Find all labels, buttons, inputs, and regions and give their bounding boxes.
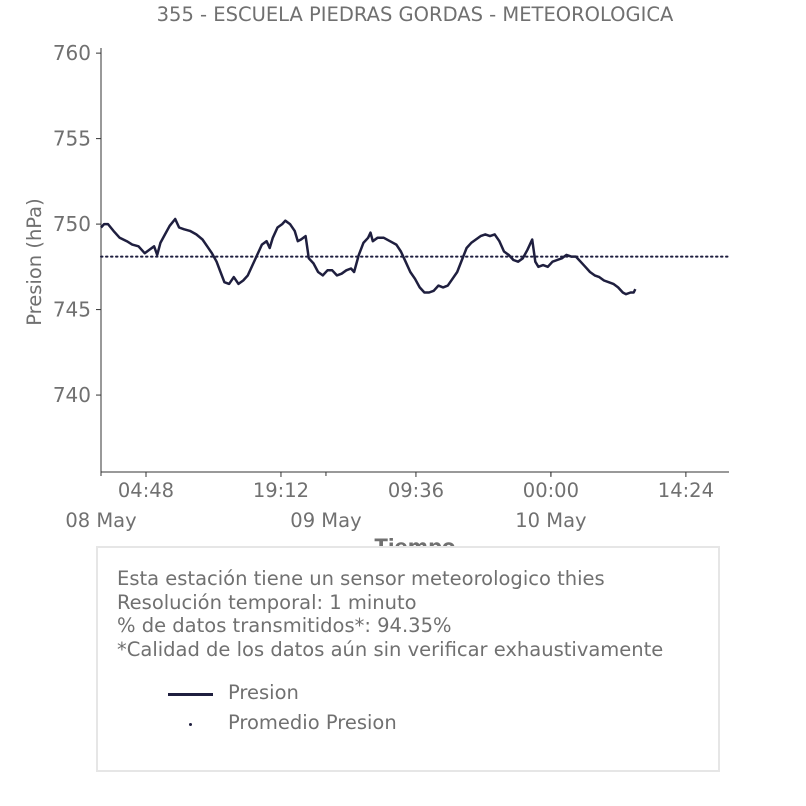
pressure-series-line bbox=[100, 217, 637, 296]
x-tick-label-2: 09:36 bbox=[388, 479, 444, 502]
info-text: Esta estación tiene un sensor meteorolog… bbox=[117, 567, 663, 661]
date-label-0: 08 May bbox=[65, 509, 136, 532]
info-line-transmitted: % de datos transmitidos*: 94.35% bbox=[117, 614, 452, 637]
date-label-2: 10 May bbox=[515, 509, 586, 532]
x-axis-label: Tiempo bbox=[375, 535, 456, 546]
info-line-quality-note: *Calidad de los datos aún sin verificar … bbox=[117, 637, 664, 661]
y-tick-label-740: 740 bbox=[53, 383, 91, 407]
info-line-sensor: Esta estación tiene un sensor meteorolog… bbox=[117, 567, 605, 590]
legend-label-promedio: Promedio Presion bbox=[228, 711, 397, 734]
y-tick-label-750: 750 bbox=[53, 212, 91, 236]
legend-line-swatch bbox=[168, 693, 213, 696]
x-tick-label-3: 00:00 bbox=[523, 479, 579, 502]
y-tick-label-755: 755 bbox=[53, 127, 91, 151]
y-axis-label: Presion (hPa) bbox=[23, 198, 46, 325]
x-tick-label-0: 04:48 bbox=[118, 479, 174, 502]
y-tick-label-745: 745 bbox=[53, 298, 91, 322]
x-tick-label-4: 14:24 bbox=[658, 479, 714, 502]
info-line-resolution: Resolución temporal: 1 minuto bbox=[117, 590, 417, 614]
date-label-1: 09 May bbox=[290, 509, 361, 532]
legend-label-presion: Presion bbox=[228, 681, 299, 704]
x-tick-label-1: 19:12 bbox=[253, 479, 309, 502]
y-tick-label-760: 760 bbox=[53, 41, 91, 65]
info-box: Esta estación tiene un sensor meteorolog… bbox=[96, 546, 720, 772]
pressure-chart: 355 - ESCUELA PIEDRAS GORDAS - METEOROLO… bbox=[23, 3, 730, 546]
legend-dot-swatch bbox=[168, 723, 213, 726]
chart-title: 355 - ESCUELA PIEDRAS GORDAS - METEOROLO… bbox=[157, 3, 674, 26]
